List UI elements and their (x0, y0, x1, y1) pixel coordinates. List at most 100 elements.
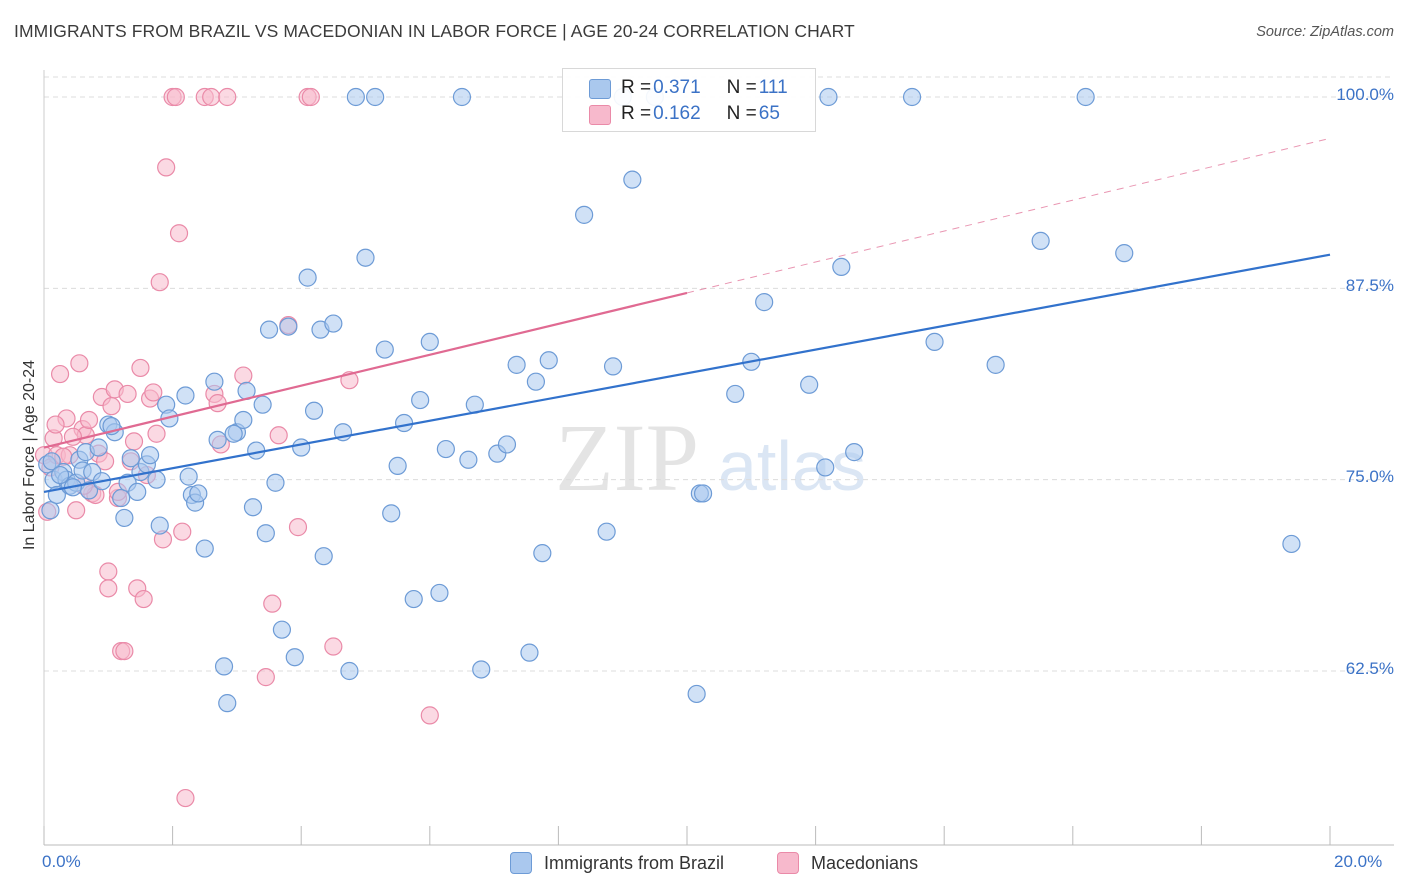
brazil-point (1282, 534, 1301, 554)
brazil-point (208, 430, 227, 449)
brazil-point (1031, 231, 1050, 250)
brazil-point (533, 544, 552, 563)
brazil-point (304, 401, 324, 420)
brazil-point (597, 522, 616, 541)
brazil-point (575, 205, 594, 224)
macedonian-point (67, 501, 86, 520)
macedonian-point (269, 426, 288, 445)
macedonian-point (46, 415, 65, 434)
legend-n-value: 111 (758, 77, 788, 98)
brazil-point (179, 467, 198, 486)
x-tick-label-max: 20.0% (1334, 852, 1383, 871)
brazil-point (382, 504, 401, 523)
brazil-point (189, 484, 208, 503)
brazil-point (1076, 87, 1095, 107)
macedonian-point (218, 87, 237, 107)
brazil-point (755, 293, 774, 312)
macedonian-point (99, 579, 118, 598)
brazil-point (430, 583, 449, 603)
macedonian-point (169, 224, 189, 243)
legend-r-value: 0.162 (653, 103, 701, 124)
brazil-trend-line (43, 253, 1331, 493)
legend-n-key: N = (726, 77, 757, 98)
macedonian-point (208, 394, 227, 413)
legend-row-macedonians: R = 0.162 N = 65 (589, 102, 780, 126)
macedonian-point (256, 668, 275, 687)
brazil-point (253, 395, 272, 414)
legend-swatch-brazil (510, 852, 532, 874)
brazil-point (520, 643, 539, 662)
brazil-point (285, 648, 304, 667)
macedonian-point (144, 383, 163, 402)
y-tick-label: 100.0% (1336, 85, 1394, 104)
legend-r-key: R = (621, 103, 652, 124)
legend-item-brazil: Immigrants from Brazil (510, 852, 724, 874)
brazil-point (726, 384, 745, 404)
brazil-point (279, 317, 298, 336)
y-tick-label: 75.0% (1345, 467, 1394, 486)
watermark: ZIP (555, 404, 699, 511)
brazil-point (218, 694, 237, 713)
brazil-point (140, 446, 160, 465)
brazil-point (693, 484, 713, 503)
brazil-point (845, 443, 864, 462)
macedonian-point (288, 518, 308, 537)
brazil-point (50, 465, 70, 485)
macedonian-point (157, 158, 176, 177)
brazil-point (115, 508, 134, 528)
brazil-point (459, 450, 478, 469)
brazil-point (603, 357, 623, 376)
brazil-point (800, 375, 819, 394)
brazil-point (902, 87, 922, 107)
correlation-legend: R = 0.371 N = 111 R = 0.162 N = 65 (562, 68, 816, 132)
brazil-point (112, 488, 131, 508)
brazil-point (832, 257, 851, 277)
brazil-point (472, 660, 491, 679)
brazil-point (436, 439, 455, 459)
brazil-point (195, 539, 214, 558)
brazil-point (366, 87, 385, 107)
legend-item-macedonians: Macedonians (777, 852, 918, 874)
brazil-point (623, 170, 642, 189)
brazil-point (314, 547, 333, 566)
brazil-point (324, 314, 343, 333)
brazil-point (388, 456, 407, 475)
macedonian-point (115, 642, 134, 661)
brazil-point (224, 424, 243, 443)
legend-n-key: N = (726, 103, 757, 124)
macedonian-trend-line (43, 291, 688, 449)
brazil-point (452, 87, 472, 107)
brazil-point (1115, 244, 1134, 263)
brazil-point (147, 470, 166, 489)
brazil-point (214, 657, 234, 676)
brazil-point (375, 340, 394, 359)
brazil-point (507, 355, 526, 374)
brazil-point (819, 87, 838, 107)
legend-n-value: 65 (758, 103, 780, 124)
brazil-point (346, 87, 365, 107)
watermark-atlas: atlas (718, 427, 866, 505)
brazil-point (411, 390, 430, 410)
macedonian-point (131, 358, 150, 378)
brazil-point (687, 684, 706, 704)
y-tick-label: 62.5% (1345, 659, 1394, 678)
macedonian-point (147, 424, 166, 443)
macedonian-point (202, 87, 221, 107)
brazil-point (176, 386, 195, 405)
x-tick-label-min: 0.0% (42, 852, 81, 871)
macedonian-point (263, 594, 282, 613)
brazil-point (272, 620, 292, 639)
brazil-point (816, 458, 835, 477)
brazil-point (404, 589, 423, 609)
brazil-point (539, 351, 558, 370)
brazil-point (41, 501, 60, 520)
macedonian-point (50, 364, 70, 384)
brazil-point (243, 498, 263, 517)
macedonian-point (150, 273, 169, 292)
brazil-point (205, 372, 224, 391)
macedonian-point (134, 589, 153, 609)
brazil-point (340, 661, 359, 681)
brazil-point (925, 332, 944, 352)
legend-r-value: 0.371 (653, 77, 701, 98)
